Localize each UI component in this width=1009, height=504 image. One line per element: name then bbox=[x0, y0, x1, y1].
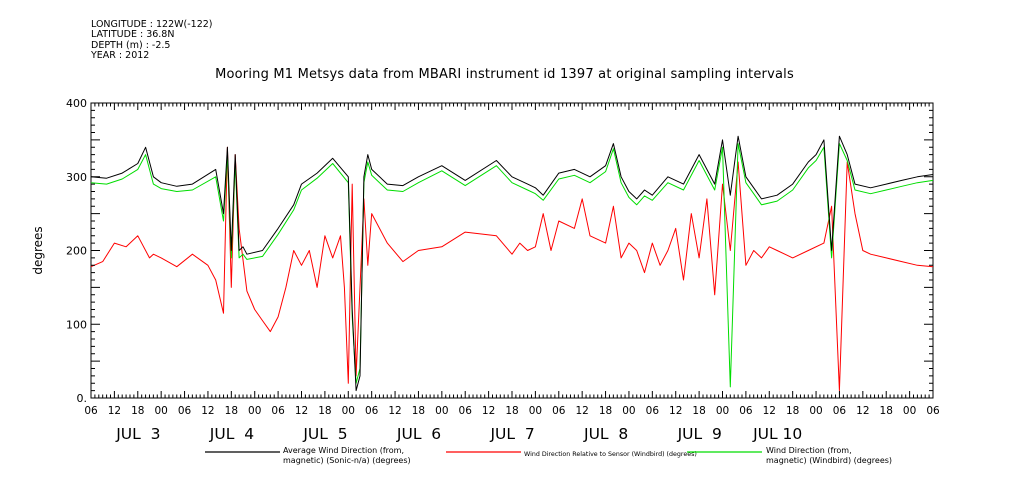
x-hour-tick-label: 12 bbox=[763, 405, 776, 417]
x-hour-tick-label: 00 bbox=[435, 405, 448, 417]
y-axis-label: degrees bbox=[31, 226, 45, 274]
series-line-avg bbox=[90, 135, 934, 392]
x-hour-tick-label: 18 bbox=[505, 405, 518, 417]
depth-text: DEPTH (m) : -2.5 bbox=[91, 39, 171, 51]
x-hour-tick-label: 12 bbox=[295, 405, 308, 417]
legend-label-bird-line2: magnetic) (Windbird) (degrees) bbox=[766, 456, 892, 465]
chart-title: Mooring M1 Metsys data from MBARI instru… bbox=[215, 67, 794, 82]
x-hour-tick-label: 12 bbox=[108, 405, 121, 417]
x-hour-tick-label: 06 bbox=[833, 405, 847, 417]
label-layer: 0. 100 200 300 400 degrees 06 12 18 00 06 12 18 00 06 1… bbox=[31, 97, 940, 443]
x-hour-tick-label: 06 bbox=[365, 405, 379, 417]
x-hour-tick-label: 00 bbox=[622, 405, 635, 417]
legend: Average Wind Direction (from,magnetic) (… bbox=[205, 446, 892, 465]
plot-frame bbox=[90, 102, 934, 399]
x-hour-tick-label: 12 bbox=[201, 405, 214, 417]
x-hour-tick-label: 18 bbox=[318, 405, 331, 417]
x-hour-tick-label: 00 bbox=[809, 405, 822, 417]
x-day-label: JUL 3 bbox=[115, 425, 160, 443]
series-layer bbox=[90, 135, 934, 392]
x-hour-tick-label: 06 bbox=[459, 405, 473, 417]
x-hour-tick-label: 12 bbox=[856, 405, 869, 417]
x-day-label: JUL 7 bbox=[489, 425, 534, 443]
y-tick-label: 100 bbox=[66, 318, 87, 331]
y-tick-label: 0. bbox=[77, 392, 88, 405]
x-hour-tick-label: 18 bbox=[880, 405, 893, 417]
longitude-text: LONGITUDE : 122W(-122) bbox=[91, 19, 213, 30]
x-hour-tick-label: 06 bbox=[178, 405, 192, 417]
legend-label-avg-line2: magnetic) (Sonic-n/a) (degrees) bbox=[283, 456, 411, 465]
x-hour-tick-label: 00 bbox=[342, 405, 355, 417]
x-hour-tick-label: 06 bbox=[271, 405, 285, 417]
x-hour-tick-label: 12 bbox=[575, 405, 588, 417]
legend-label-avg: Average Wind Direction (from, bbox=[283, 446, 404, 455]
latitude-text: LATITUDE : 36.8N bbox=[91, 29, 175, 41]
x-hour-tick-label: 18 bbox=[131, 405, 144, 417]
x-hour-tick-label: 06 bbox=[552, 405, 566, 417]
x-day-label: JUL 9 bbox=[677, 425, 722, 443]
x-hour-tick-label: 06 bbox=[926, 405, 940, 417]
x-hour-tick-label: 06 bbox=[739, 405, 753, 417]
x-hour-tick-label: 18 bbox=[412, 405, 425, 417]
legend-label-bird: Wind Direction (from, bbox=[766, 446, 852, 455]
metadata-block: LONGITUDE : 122W(-122) LATITUDE : 36.8N … bbox=[91, 19, 213, 61]
x-hour-tick-label: 12 bbox=[669, 405, 682, 417]
x-hour-tick-label: 18 bbox=[786, 405, 799, 417]
x-hour-tick-label: 06 bbox=[646, 405, 660, 417]
x-hour-tick-label: 00 bbox=[248, 405, 261, 417]
x-hour-tick-label: 00 bbox=[529, 405, 542, 417]
plot-axes bbox=[90, 102, 934, 399]
x-hour-tick-label: 12 bbox=[482, 405, 495, 417]
x-day-label: JUL 4 bbox=[209, 425, 254, 443]
x-hour-tick-label: 18 bbox=[225, 405, 238, 417]
x-day-label: JUL 8 bbox=[583, 425, 628, 443]
x-hour-tick-label: 12 bbox=[388, 405, 401, 417]
x-day-label: JUL 5 bbox=[302, 425, 347, 443]
x-hour-tick-label: 06 bbox=[84, 405, 98, 417]
year-text: YEAR : 2012 bbox=[91, 49, 150, 61]
y-tick-label: 200 bbox=[66, 245, 87, 258]
x-day-label: JUL 10 bbox=[752, 425, 802, 443]
y-tick-label: 400 bbox=[66, 97, 87, 110]
y-tick-label: 300 bbox=[66, 171, 87, 184]
tick-layer bbox=[90, 102, 934, 399]
x-day-label: JUL 6 bbox=[396, 425, 441, 443]
x-hour-tick-label: 18 bbox=[599, 405, 612, 417]
legend-label-rel: Wind Direction Relative to Sensor (Windb… bbox=[524, 451, 697, 458]
x-hour-tick-label: 18 bbox=[692, 405, 705, 417]
x-hour-tick-label: 00 bbox=[716, 405, 729, 417]
x-hour-tick-label: 00 bbox=[903, 405, 916, 417]
x-hour-tick-label: 00 bbox=[154, 405, 167, 417]
